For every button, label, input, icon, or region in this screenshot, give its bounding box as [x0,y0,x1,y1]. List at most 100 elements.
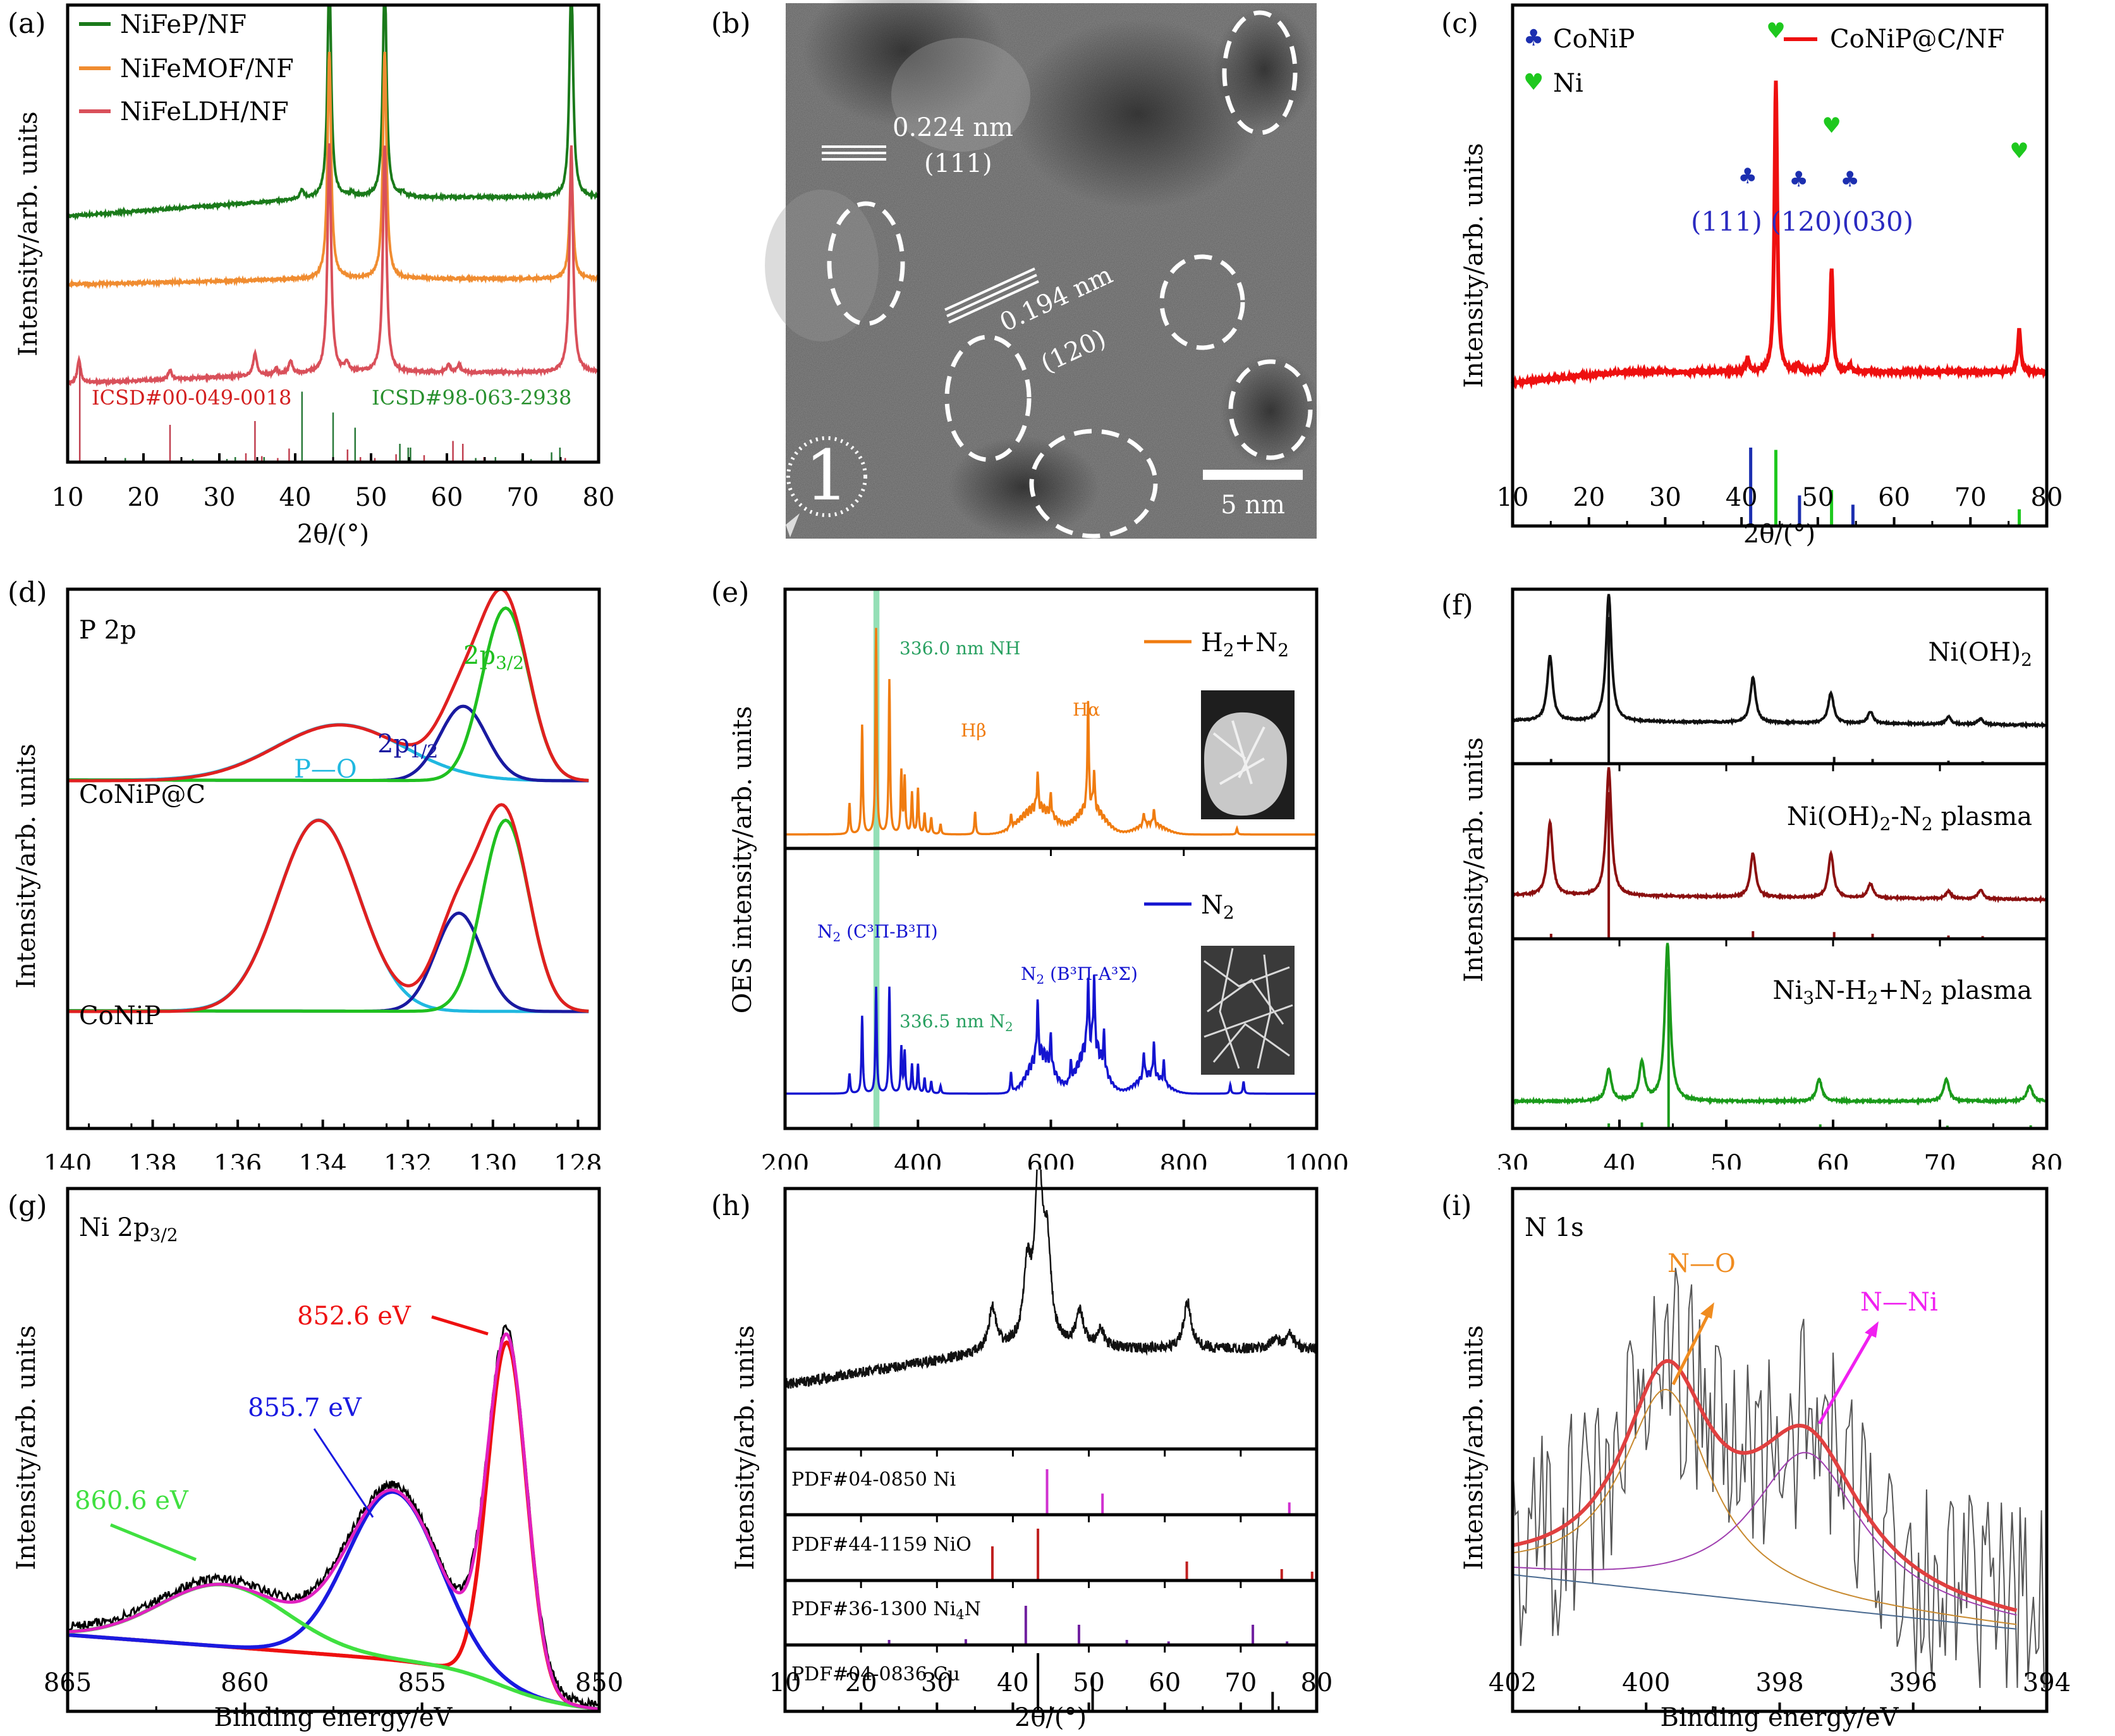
panel-label: (h) [711,1190,751,1222]
plot-area [784,1170,1318,1710]
arrow-icon [786,513,800,537]
panel-b: (b) 1 0.224 nm (111) 0.194 nm (120) [711,0,1321,539]
y-axis-label: Intensity/arb. units [1460,737,1489,982]
x-tick-label: 80 [583,483,615,512]
marker-number: 1 [805,435,849,516]
panel-label: (g) [8,1190,47,1222]
panel-label: (c) [1441,8,1478,40]
x-tick-label: 30 [1497,1150,1529,1170]
annotation-halpha: Hα [1073,699,1100,720]
reference-label: PDF#04-0836 Cu [791,1663,960,1685]
plot-area [1511,80,2049,525]
particle-outline [827,201,905,326]
x-tick-label: 400 [1622,1668,1670,1697]
x-tick-label: 855 [398,1668,446,1697]
leader-line [313,1428,374,1518]
particle-outline [1222,10,1298,135]
series-line [66,4,600,221]
x-tick-label: 20 [845,1668,877,1697]
x-tick-label: 70 [507,483,539,512]
legend-label: NiFeMOF/NF [120,54,294,83]
x-tick-label: 80 [2031,1150,2063,1170]
heart-icon: ♥ [1822,113,1841,138]
x-tick-label: 860 [221,1668,269,1697]
panel-label: (d) [8,577,47,609]
lattice-fringe-120 [944,267,1039,324]
x-tick-label: 400 [894,1150,942,1170]
club-icon: ♣ [1738,164,1757,189]
x-tick-label: 30 [1649,483,1681,512]
fit-component [68,818,589,1013]
annotation-nh: 336.0 nm NH [899,638,1020,659]
x-tick-label: 60 [1149,1668,1181,1697]
x-axis-label: Binding energy/eV [1661,1703,1899,1732]
x-tick-label: 800 [1160,1150,1208,1170]
panel-c: (c) 10 20 30 40 50 60 70 80 2θ/(°) Intensity/ar… [1441,3,2063,549]
x-tick-label: 10 [769,1668,802,1697]
axes-frame-1 [1511,587,2049,766]
x-tick-label: 40 [1604,1150,1636,1170]
spectrum-title: Ni 2p3/2 [79,1213,178,1245]
series-line [1511,80,2049,390]
axes-frame [66,587,601,1130]
reference-label: PDF#36-1300 Ni4N [791,1598,981,1622]
panel-i: (i) 402 400 398 396 394 Binding energy/eV In… [1441,1187,2071,1732]
panel-label: (a) [8,8,46,40]
x-tick-label: 136 [214,1150,262,1170]
x-tick-label: 865 [44,1668,92,1697]
particle-outline [1159,254,1245,350]
particle-outlines [827,10,1313,539]
x-tick-label: 80 [2031,483,2063,512]
x-tick-label: 394 [2023,1668,2071,1697]
fit-component [67,1489,600,1711]
x-tick-label: 600 [1027,1150,1075,1170]
leader-line [431,1315,489,1336]
series-line [785,975,1317,1095]
particle-outline [944,334,1032,462]
reference-label-green: ICSD#98-063-2938 [372,386,571,410]
legend-label: CoNiP@C/NF [1830,25,2004,54]
fit-component [68,818,589,1013]
leader-line [110,1523,197,1562]
series-line [1511,594,2048,730]
plot-area [68,587,589,1013]
y-axis-label: Intensity/arb. units [12,1325,41,1570]
reference-label-red: ICSD#00-049-0018 [92,386,291,410]
series-line [1511,943,2047,1106]
fit-component [1512,1388,2017,1625]
club-icon: ♣ [1840,167,1859,192]
sample-label: Ni3N-H2+N2 plasma [1773,976,2032,1008]
x-tick-label: 402 [1489,1668,1537,1697]
y-axis-label: Intensity/arb. units [12,743,41,988]
sem-inset-top [1201,690,1295,819]
x-axis-label: 2θ/(°) [1015,1703,1087,1732]
x-axis: 30 40 50 60 70 80 [1497,764,2063,1170]
legend-label: N2 [1201,891,1234,923]
heart-icon: ♥ [1766,18,1785,44]
annotation-hbeta: Hβ [961,720,987,741]
x-tick-label: 1000 [1284,1150,1349,1170]
spectrum-title: P 2p [79,616,137,645]
legend-label: CoNiP [1553,25,1635,54]
x-tick-label: 40 [1726,483,1758,512]
x-tick-label: 60 [1878,483,1910,512]
x-tick-label: 398 [1755,1668,1803,1697]
axes-frame-2 [1511,762,2049,941]
x-axis-label: 2θ/(°) [1743,520,1815,549]
fit-component [67,1582,600,1711]
y-axis-label: Intensity/arb. units [1460,1325,1489,1570]
x-axis: 200 400 600 800 1000 [761,848,1349,1170]
sample-label: CoNiP [79,1001,161,1030]
series-line [1512,767,2048,904]
plot-area [1511,594,2048,1127]
sem-inset-bottom [1201,946,1295,1075]
raw-data [1512,1268,2045,1689]
annotation-336-5: 336.5 nm N2 [899,1011,1013,1034]
x-tick-label: 10 [52,483,84,512]
plot-area [66,1324,600,1711]
panel-label: (e) [711,577,749,609]
panel-label: (f) [1441,589,1473,621]
heart-icon: ♥ [2009,138,2028,164]
